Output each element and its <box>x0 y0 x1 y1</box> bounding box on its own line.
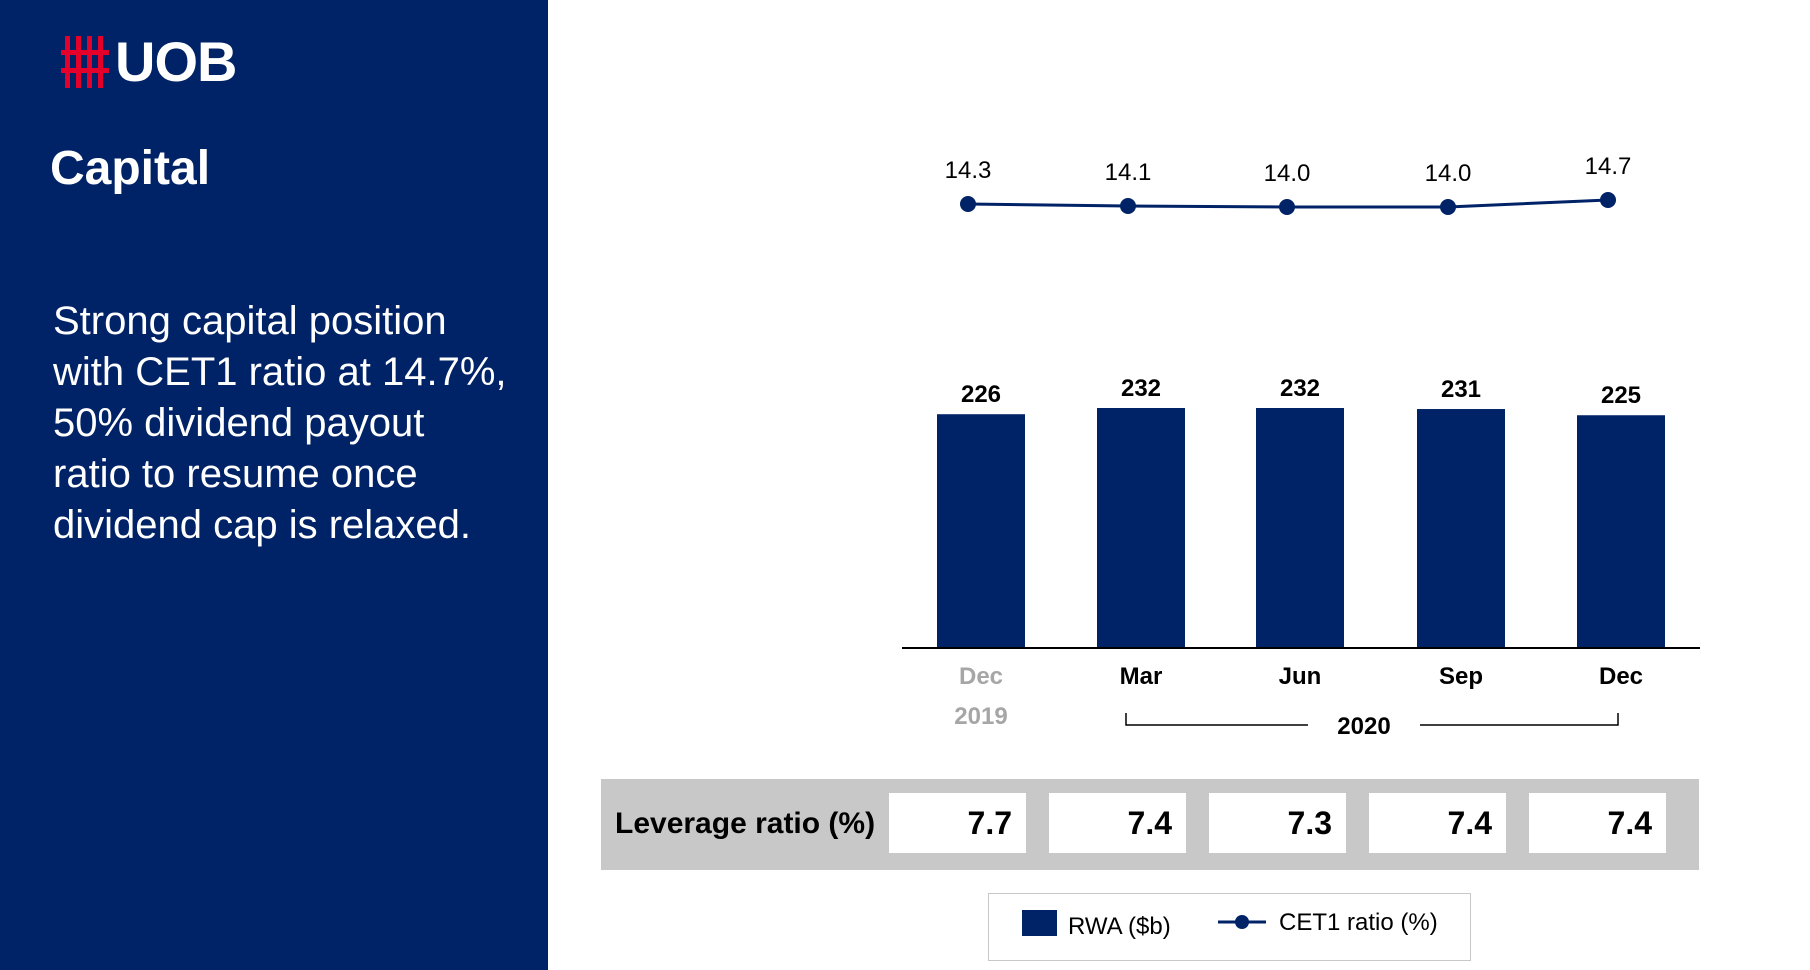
year-bracket-right <box>1420 713 1619 726</box>
rwa-bar-label: 226 <box>961 381 1001 408</box>
legend-rwa-swatch <box>1022 910 1057 936</box>
cet1-data-label: 14.1 <box>1105 159 1152 186</box>
rwa-bar <box>1097 408 1185 648</box>
rwa-bars <box>937 408 1665 648</box>
x-tick-label: Mar <box>1120 663 1163 690</box>
x-tick-label: Dec <box>959 663 1003 690</box>
legend-cet1-line-icon <box>1218 915 1266 929</box>
rwa-bar-labels: 226 232 232 231 225 <box>961 375 1641 409</box>
x-year-label-2019: 2019 <box>954 703 1007 730</box>
x-year-label-2020: 2020 <box>1337 713 1390 740</box>
rwa-bar <box>1577 415 1665 648</box>
chart-legend: RWA ($b) CET1 ratio (%) <box>988 893 1471 961</box>
cet1-data-label: 14.3 <box>945 157 992 184</box>
cet1-point <box>1440 199 1456 215</box>
leverage-value-jun-2020: 7.3 <box>1209 793 1346 853</box>
x-axis: Dec Mar Jun Sep Dec 2019 2020 <box>902 647 1700 740</box>
cet1-data-label: 14.0 <box>1425 160 1472 187</box>
uob-logo: UOB <box>61 30 237 93</box>
x-tick-label: Dec <box>1599 663 1643 690</box>
cet1-point <box>1120 198 1136 214</box>
logo-text: UOB <box>115 30 237 93</box>
cet1-line-series: 14.3 14.1 14.0 14.0 14.7 <box>945 153 1632 215</box>
leverage-value-dec-2020: 7.4 <box>1529 793 1666 853</box>
legend-rwa-label: RWA ($b) <box>1068 913 1171 940</box>
cet1-point <box>1600 192 1616 208</box>
rwa-bar-label: 232 <box>1280 375 1320 402</box>
leverage-value-dec-2019: 7.7 <box>889 793 1026 853</box>
rwa-bar <box>1256 408 1344 648</box>
rwa-bar-label: 232 <box>1121 375 1161 402</box>
uob-logo-icon <box>61 36 109 88</box>
x-tick-label: Jun <box>1279 663 1322 690</box>
legend-cet1-label: CET1 ratio (%) <box>1279 909 1438 936</box>
leverage-value-sep-2020: 7.4 <box>1369 793 1506 853</box>
rwa-bar-label: 225 <box>1601 382 1641 409</box>
summary-text: Strong capital position with CET1 ratio … <box>53 299 507 547</box>
cet1-data-label: 14.0 <box>1264 160 1311 187</box>
cet1-point <box>960 196 976 212</box>
year-bracket-left <box>1125 713 1308 726</box>
rwa-bar-label: 231 <box>1441 376 1481 403</box>
sidebar-panel: UOB Capital Strong capital position with… <box>0 0 548 970</box>
leverage-value-mar-2020: 7.4 <box>1049 793 1186 853</box>
page-title: Capital <box>50 142 211 195</box>
cet1-point <box>1279 199 1295 215</box>
rwa-bar <box>1417 409 1505 648</box>
cet1-data-label: 14.7 <box>1585 153 1632 180</box>
x-tick-label: Sep <box>1439 663 1483 690</box>
leverage-ratio-label: Leverage ratio (%) <box>615 807 876 840</box>
rwa-bar <box>937 414 1025 648</box>
